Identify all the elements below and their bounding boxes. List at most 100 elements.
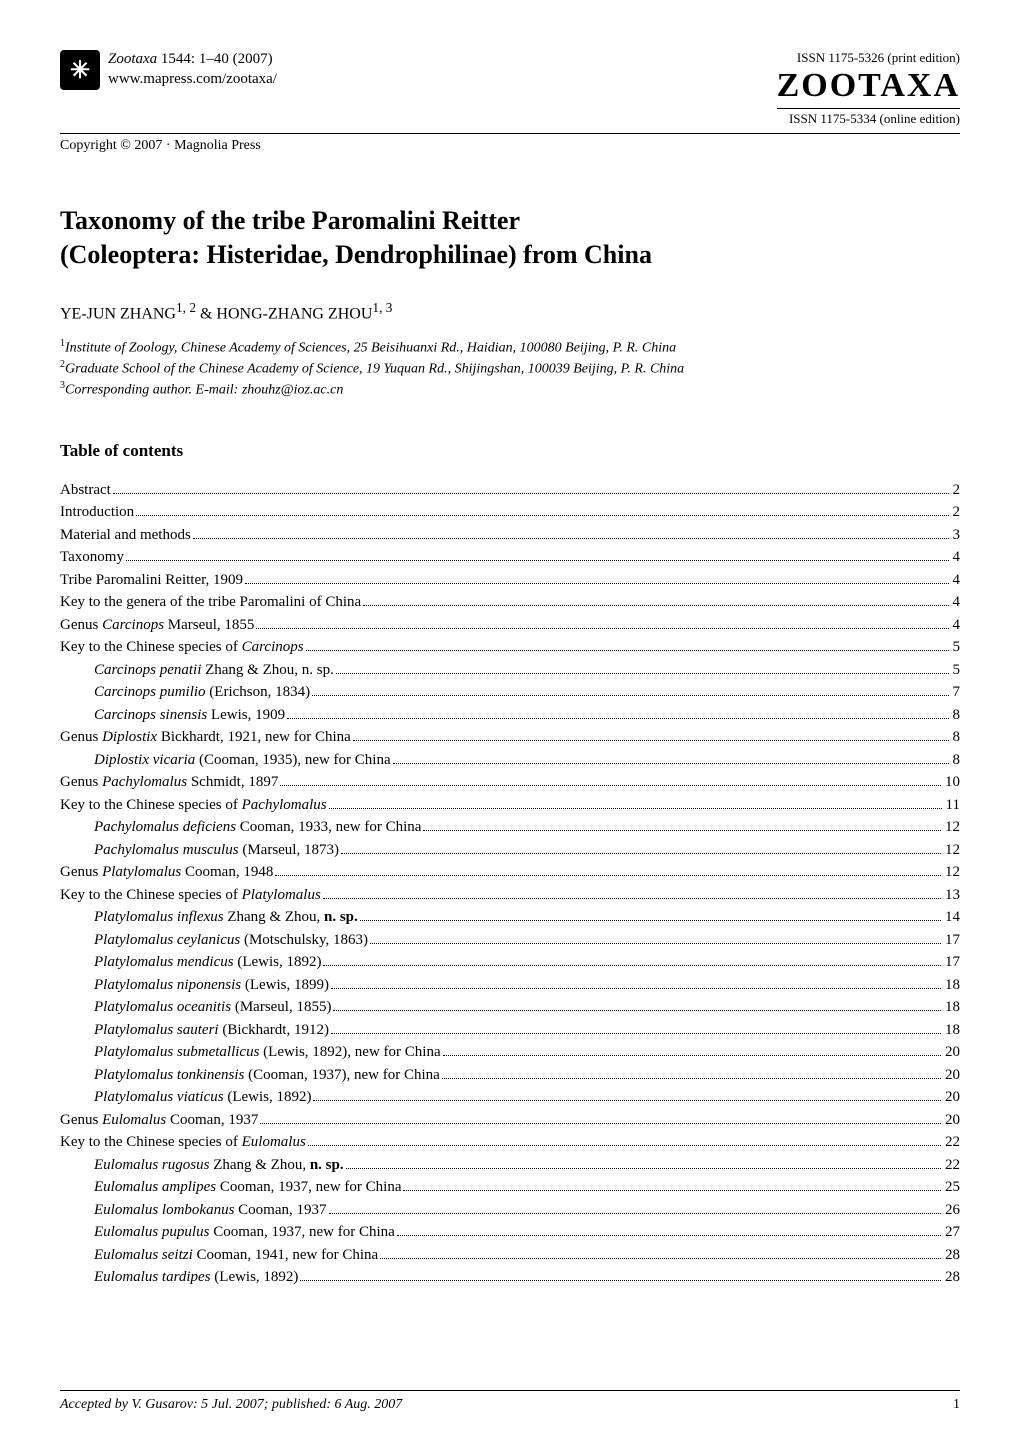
toc-page: 4 — [953, 569, 961, 592]
toc-page: 17 — [945, 951, 960, 974]
affil-2-text: Graduate School of the Chinese Academy o… — [65, 362, 684, 377]
toc-entry: Platylomalus submetallicus (Lewis, 1892)… — [60, 1041, 960, 1064]
toc-entry: Material and methods 3 — [60, 524, 960, 547]
toc-leader-dots — [126, 560, 949, 561]
toc-entry: Platylomalus inflexus Zhang & Zhou, n. s… — [60, 906, 960, 929]
toc-label: Platylomalus niponensis (Lewis, 1899) — [94, 974, 329, 997]
page-number: 1 — [953, 1397, 960, 1413]
toc-page: 13 — [945, 884, 960, 907]
author-1-sup: 1, 2 — [176, 300, 196, 315]
toc-label: Tribe Paromalini Reitter, 1909 — [60, 569, 243, 592]
toc-leader-dots — [300, 1280, 941, 1281]
toc-leader-dots — [360, 920, 941, 921]
toc-label: Key to the Chinese species of Pachylomal… — [60, 794, 327, 817]
toc-label: Eulomalus seitzi Cooman, 1941, new for C… — [94, 1244, 378, 1267]
toc-leader-dots — [280, 785, 941, 786]
toc-label: Genus Platylomalus Cooman, 1948 — [60, 861, 273, 884]
toc-entry: Eulomalus tardipes (Lewis, 1892) 28 — [60, 1266, 960, 1289]
toc-entry: Platylomalus ceylanicus (Motschulsky, 18… — [60, 929, 960, 952]
issn-online: ISSN 1175-5334 (online edition) — [777, 108, 960, 127]
toc-leader-dots — [113, 493, 949, 494]
journal-year: (2007) — [233, 51, 273, 67]
toc-leader-dots — [363, 605, 948, 606]
toc-entry: Introduction 2 — [60, 501, 960, 524]
toc-entry: Platylomalus niponensis (Lewis, 1899) 18 — [60, 974, 960, 997]
toc-page: 18 — [945, 996, 960, 1019]
toc-page: 27 — [945, 1221, 960, 1244]
toc-page: 8 — [953, 749, 961, 772]
toc-page: 5 — [953, 659, 961, 682]
toc-entry: Eulomalus amplipes Cooman, 1937, new for… — [60, 1176, 960, 1199]
affiliations: 1Institute of Zoology, Chinese Academy o… — [60, 337, 960, 401]
toc-leader-dots — [336, 673, 949, 674]
toc-leader-dots — [329, 1213, 941, 1214]
toc-entry: Key to the Chinese species of Pachylomal… — [60, 794, 960, 817]
author-1: YE-JUN ZHANG — [60, 305, 176, 322]
toc-leader-dots — [442, 1078, 941, 1079]
copyright-line: Copyright © 2007 · Magnolia Press — [60, 133, 960, 154]
toc-leader-dots — [245, 583, 949, 584]
affil-3-text: Corresponding author. E-mail: zhouhz@ioz… — [65, 383, 343, 398]
toc-label: Platylomalus sauteri (Bickhardt, 1912) — [94, 1019, 329, 1042]
authors-amp: & HONG-ZHANG ZHOU — [196, 305, 372, 322]
toc-entry: Eulomalus lombokanus Cooman, 1937 26 — [60, 1199, 960, 1222]
affiliation-2: 2Graduate School of the Chinese Academy … — [60, 358, 960, 379]
page-footer: Accepted by V. Gusarov: 5 Jul. 2007; pub… — [60, 1390, 960, 1413]
toc-leader-dots — [333, 1010, 941, 1011]
toc-leader-dots — [312, 695, 948, 696]
toc-page: 22 — [945, 1131, 960, 1154]
toc-entry: Genus Diplostix Bickhardt, 1921, new for… — [60, 726, 960, 749]
toc-label: Platylomalus oceanitis (Marseul, 1855) — [94, 996, 331, 1019]
journal-block: ✳ Zootaxa 1544: 1–40 (2007) www.mapress.… — [60, 50, 277, 90]
toc-entry: Key to the Chinese species of Platylomal… — [60, 884, 960, 907]
journal-logo-icon: ✳ — [60, 50, 100, 90]
toc-page: 2 — [953, 479, 961, 502]
toc-entry: Key to the Chinese species of Eulomalus … — [60, 1131, 960, 1154]
toc-label: Platylomalus ceylanicus (Motschulsky, 18… — [94, 929, 368, 952]
toc-leader-dots — [306, 650, 949, 651]
toc-label: Key to the Chinese species of Eulomalus — [60, 1131, 306, 1154]
toc-label: Genus Diplostix Bickhardt, 1921, new for… — [60, 726, 351, 749]
toc-entry: Pachylomalus musculus (Marseul, 1873) 12 — [60, 839, 960, 862]
toc-entry: Key to the Chinese species of Carcinops … — [60, 636, 960, 659]
toc-leader-dots — [423, 830, 941, 831]
zootaxa-wordmark: ZOOTAXA — [777, 66, 960, 107]
toc-page: 20 — [945, 1041, 960, 1064]
toc-leader-dots — [136, 515, 948, 516]
toc-leader-dots — [341, 853, 941, 854]
toc-page: 20 — [945, 1109, 960, 1132]
toc-leader-dots — [323, 898, 941, 899]
toc-entry: Eulomalus pupulus Cooman, 1937, new for … — [60, 1221, 960, 1244]
toc-page: 20 — [945, 1064, 960, 1087]
toc-leader-dots — [370, 943, 941, 944]
toc-label: Introduction — [60, 501, 134, 524]
toc-label: Platylomalus mendicus (Lewis, 1892) — [94, 951, 321, 974]
toc-label: Eulomalus rugosus Zhang & Zhou, n. sp. — [94, 1154, 344, 1177]
toc-page: 28 — [945, 1266, 960, 1289]
toc-leader-dots — [380, 1258, 941, 1259]
toc-label: Pachylomalus deficiens Cooman, 1933, new… — [94, 816, 421, 839]
toc-leader-dots — [256, 628, 948, 629]
toc-label: Platylomalus inflexus Zhang & Zhou, n. s… — [94, 906, 358, 929]
author-2-sup: 1, 3 — [372, 300, 392, 315]
toc-entry: Carcinops sinensis Lewis, 1909 8 — [60, 704, 960, 727]
toc-page: 4 — [953, 614, 961, 637]
toc-entry: Key to the genera of the tribe Paromalin… — [60, 591, 960, 614]
toc-label: Platylomalus viaticus (Lewis, 1892) — [94, 1086, 311, 1109]
toc-label: Genus Pachylomalus Schmidt, 1897 — [60, 771, 278, 794]
toc-page: 14 — [945, 906, 960, 929]
toc-label: Platylomalus submetallicus (Lewis, 1892)… — [94, 1041, 441, 1064]
toc-entry: Platylomalus viaticus (Lewis, 1892) 20 — [60, 1086, 960, 1109]
toc-entry: Genus Pachylomalus Schmidt, 1897 10 — [60, 771, 960, 794]
toc-page: 22 — [945, 1154, 960, 1177]
toc-leader-dots — [193, 538, 949, 539]
toc-leader-dots — [287, 718, 948, 719]
toc-page: 26 — [945, 1199, 960, 1222]
journal-url: www.mapress.com/zootaxa/ — [108, 70, 277, 90]
accepted-line: Accepted by V. Gusarov: 5 Jul. 2007; pub… — [60, 1397, 402, 1413]
affiliation-3: 3Corresponding author. E-mail: zhouhz@io… — [60, 379, 960, 400]
toc-label: Abstract — [60, 479, 111, 502]
toc-leader-dots — [323, 965, 941, 966]
toc-leader-dots — [403, 1190, 941, 1191]
toc-entry: Abstract 2 — [60, 479, 960, 502]
